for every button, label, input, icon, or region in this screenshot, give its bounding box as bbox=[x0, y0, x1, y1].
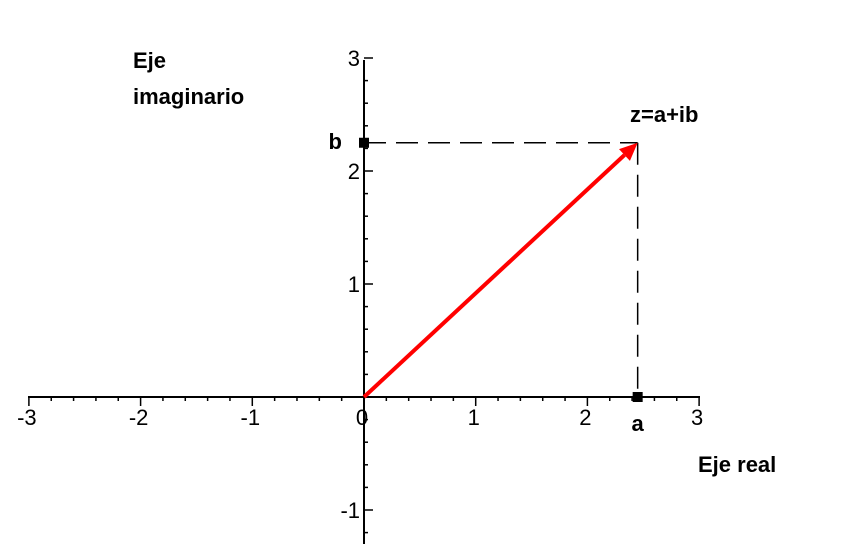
projection-lines bbox=[364, 142, 639, 397]
x-tick-label: 0 bbox=[356, 405, 368, 430]
axes: -3 -2 -1 0 1 2 3 -1 1 2 3 bbox=[17, 46, 703, 544]
x-axis-label: Eje real bbox=[698, 452, 776, 477]
markers: ab bbox=[329, 129, 645, 436]
marker-label-b: b bbox=[329, 129, 342, 154]
vector-line bbox=[362, 153, 626, 399]
marker-b bbox=[359, 137, 369, 148]
x-tick-label: -3 bbox=[17, 405, 37, 430]
vector-arrowhead bbox=[619, 142, 638, 161]
vector bbox=[362, 142, 638, 399]
x-tick-label: -1 bbox=[241, 405, 261, 430]
y-axis-label-line-1: Eje bbox=[133, 48, 166, 73]
x-tick-label: 3 bbox=[691, 405, 703, 430]
marker-label-a: a bbox=[632, 411, 645, 436]
y-tick-label: 2 bbox=[348, 159, 360, 184]
y-axis-label-line-2: imaginario bbox=[133, 84, 244, 109]
x-tick-label: 1 bbox=[468, 405, 480, 430]
x-tick-label: 2 bbox=[579, 405, 591, 430]
labels: Eje imaginario Eje real z=a+ib bbox=[133, 48, 776, 477]
x-tick-label: -2 bbox=[129, 405, 149, 430]
marker-a bbox=[632, 392, 643, 402]
y-tick-label: 3 bbox=[348, 46, 360, 71]
y-tick-label: 1 bbox=[348, 272, 360, 297]
y-tick-label: -1 bbox=[340, 498, 360, 523]
point-z-label: z=a+ib bbox=[630, 102, 698, 127]
